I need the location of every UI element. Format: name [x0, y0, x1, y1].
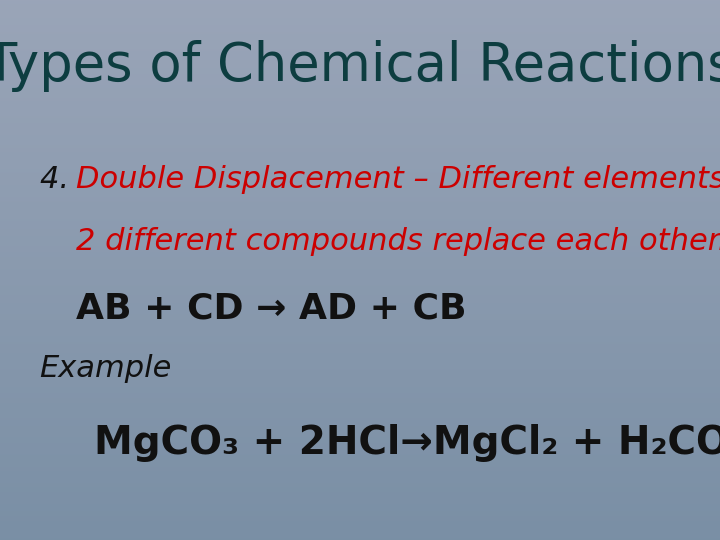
Text: AB + CD → AD + CB: AB + CD → AD + CB [76, 292, 466, 326]
Text: MgCO₃ + 2HCl→MgCl₂ + H₂CO₃: MgCO₃ + 2HCl→MgCl₂ + H₂CO₃ [94, 424, 720, 462]
Text: 4.: 4. [40, 165, 78, 194]
Text: Types of Chemical Reactions: Types of Chemical Reactions [0, 40, 720, 92]
Text: Double Displacement – Different elements in: Double Displacement – Different elements… [76, 165, 720, 194]
Text: 2 different compounds replace each other.: 2 different compounds replace each other… [76, 227, 720, 256]
Text: Example: Example [40, 354, 172, 383]
